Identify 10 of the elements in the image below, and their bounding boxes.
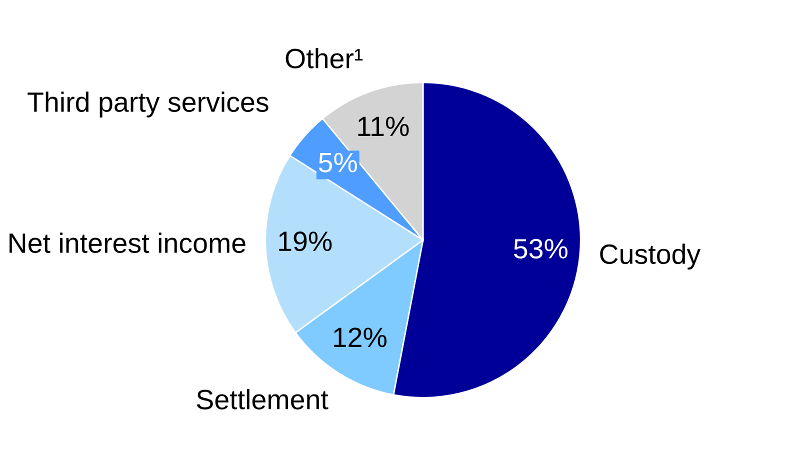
data-label: 53%: [514, 238, 568, 259]
data-label: 12%: [334, 328, 386, 348]
slice-label: Custody: [600, 244, 701, 270]
slice-label: Other¹: [286, 48, 363, 68]
data-label: 19%: [279, 232, 332, 252]
slice-label: Net interest income: [10, 232, 246, 253]
data-label: 11%: [358, 116, 409, 136]
slice-label: Settlement: [196, 389, 328, 410]
slice-label: Third party services: [28, 92, 268, 118]
data-label: 5%: [318, 152, 357, 172]
